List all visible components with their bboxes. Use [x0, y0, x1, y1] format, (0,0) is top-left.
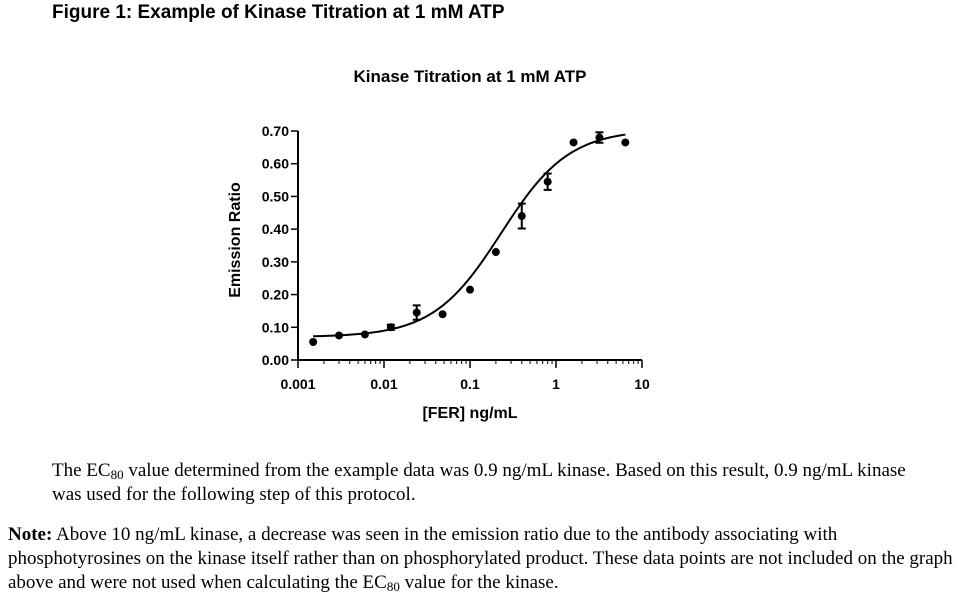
data-points-layer: [309, 131, 630, 347]
x-tick-label: 0.001: [280, 376, 315, 392]
data-point: [491, 248, 500, 257]
note-text-end: value for the kinase.: [399, 572, 559, 593]
chart-title: Kinase Titration at 1 mM ATP: [353, 67, 586, 86]
data-point: [569, 138, 578, 147]
note: Note: Above 10 ng/mL kinase, a decrease …: [8, 523, 974, 595]
figure-title: Figure 1: Example of Kinase Titration at…: [52, 2, 505, 23]
data-point: [412, 308, 421, 317]
y-tick-label: 0.10: [262, 319, 289, 335]
fit-curve: [313, 133, 626, 338]
x-tick-label: 0.1: [460, 376, 480, 392]
x-tick-label: 1: [552, 376, 560, 392]
note-text-start: Above 10 ng/mL kinase, a decrease was se…: [8, 524, 953, 593]
x-tick-label: 0.01: [370, 376, 397, 392]
fit-curve-layer: [313, 133, 626, 338]
y-tick-label: 0.40: [262, 221, 289, 237]
data-point: [543, 177, 552, 186]
note-label: Note:: [8, 524, 53, 545]
y-tick-label: 0.70: [262, 123, 289, 139]
caption-text-end: value determined from the example data w…: [52, 460, 906, 505]
data-point: [595, 133, 604, 142]
y-tick-label: 0.50: [262, 188, 289, 204]
kinase-titration-chart: Kinase Titration at 1 mM ATP Emission Ra…: [227, 67, 650, 422]
note-subscript: 80: [386, 579, 400, 594]
x-axis-label: [FER] ng/mL: [422, 405, 517, 422]
data-point: [438, 310, 447, 319]
caption: The EC80 value determined from the examp…: [52, 459, 932, 507]
data-point: [466, 285, 474, 294]
axes: 0.00 0.10 0.20 0.30 0.40 0.50 0.60 0.70 0.001 0.0…: [262, 123, 650, 392]
y-tick-label: 0.30: [262, 254, 289, 270]
data-point: [360, 330, 369, 339]
y-tick-label: 0.20: [262, 287, 289, 303]
data-point: [621, 138, 630, 147]
data-point: [386, 323, 395, 332]
x-tick-label: 10: [634, 376, 650, 392]
caption-subscript: 80: [110, 467, 124, 482]
y-tick-label: 0.60: [262, 156, 289, 172]
y-axis-label: Emission Ratio: [227, 182, 244, 298]
data-point: [517, 212, 526, 221]
data-point: [335, 331, 344, 340]
data-point: [309, 338, 318, 347]
y-tick-label: 0.00: [262, 352, 289, 368]
caption-text-start: The EC: [52, 460, 111, 481]
